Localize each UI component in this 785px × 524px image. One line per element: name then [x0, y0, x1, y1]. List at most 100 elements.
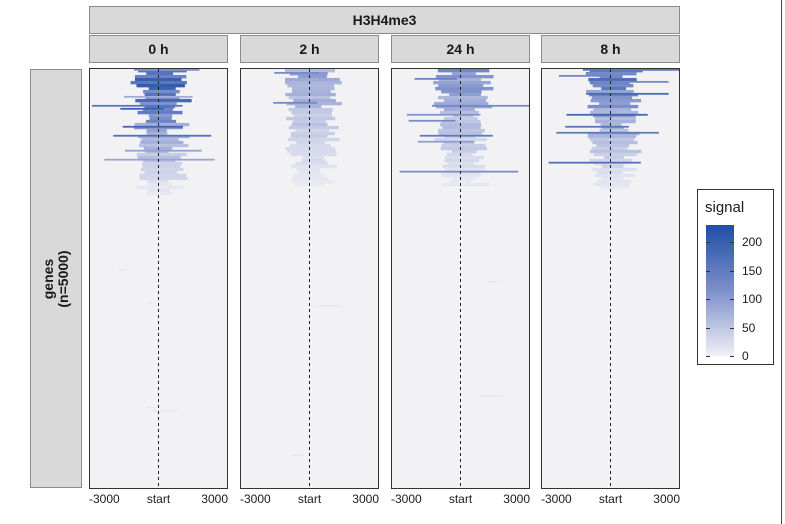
heatmap-cell [293, 98, 336, 103]
legend-tick-label: 150 [742, 263, 763, 278]
heatmap-cell [451, 149, 477, 154]
heatmap-cell [595, 119, 636, 124]
heatmap-cell [135, 77, 182, 82]
heatmap-streak [414, 77, 458, 80]
heatmap-cell [594, 173, 635, 178]
x-tick-label: 3000 [352, 492, 379, 506]
heatmap-svg [91, 69, 215, 488]
heatmap-streak [274, 71, 320, 74]
x-tick-label: -3000 [391, 492, 422, 506]
heatmap-cell [137, 110, 183, 115]
heatmap-svg [548, 69, 679, 488]
heatmap-streak [122, 125, 183, 128]
heatmap-cell [293, 113, 333, 118]
row-strip: genes (n=5000) [30, 69, 82, 488]
heatmap-streak [594, 80, 669, 83]
heatmap-streak [408, 119, 456, 122]
x-tick-label: start [146, 492, 171, 506]
heatmap-streak [417, 140, 475, 143]
heatmap-cell [146, 128, 167, 133]
heatmap-cell [298, 74, 327, 79]
heatmap-streak [113, 134, 212, 137]
heatmap-streak [124, 95, 193, 98]
facet-title: H3H4me3 [352, 12, 417, 28]
heatmap-cell [142, 164, 181, 169]
heatmap-cell [451, 71, 476, 76]
heatmap-cell [148, 86, 176, 91]
heatmap-cell [441, 119, 481, 124]
x-tick-label: 3000 [653, 492, 680, 506]
x-tick-label: start [448, 492, 473, 506]
heatmap-cell [286, 116, 336, 121]
heatmap-cell [441, 89, 482, 94]
heatmap-cell [288, 95, 331, 100]
heatmap-cell [599, 128, 629, 133]
heatmap-cell [587, 104, 639, 109]
heatmap-cell [441, 143, 486, 148]
legend: signal 200 150 100 50 0 [697, 189, 774, 365]
heatmap-cell [440, 110, 479, 115]
heatmap-cell [587, 134, 636, 139]
panel-strip-1: 2 h [240, 35, 379, 63]
heatmap-cell [292, 89, 331, 94]
heatmap-cell [450, 179, 471, 184]
legend-tick-mark [706, 327, 710, 329]
heatmap-cell [145, 119, 177, 124]
heatmap-cell [295, 128, 329, 133]
heatmap-cell [602, 164, 624, 169]
heatmap-cell [287, 83, 335, 88]
heatmap-streak [120, 107, 164, 110]
legend-color-bar [706, 225, 734, 356]
heatmap-cell [593, 182, 630, 187]
heatmap-cell [137, 155, 181, 160]
heatmap-cell [444, 167, 486, 172]
window-edge [781, 0, 782, 524]
row-label-line-2: (n=5000) [55, 249, 71, 308]
heatmap-cell [446, 152, 473, 157]
heatmap-cell [601, 86, 627, 91]
panel-strip-3: 8 h [541, 35, 680, 63]
heatmap-cell [292, 119, 326, 124]
heatmap-cell [288, 107, 333, 112]
heatmap-cell [591, 146, 628, 151]
legend-tick-mark [730, 356, 734, 357]
heatmap-cell [442, 164, 485, 169]
heatmap-cell [296, 140, 325, 145]
heatmap-cell [139, 101, 177, 106]
legend-tick-mark [706, 270, 710, 272]
heatmap-cell [591, 95, 633, 100]
row-strip-label: genes (n=5000) [40, 249, 71, 308]
heatmap-cell [452, 176, 476, 181]
heatmap-cell [597, 179, 631, 184]
heatmap-cell [590, 137, 635, 142]
heatmap-cell [442, 125, 481, 130]
heatmap-cell [285, 146, 336, 151]
heatmap-cell [148, 182, 172, 187]
heatmap-panel-3 [541, 68, 680, 489]
heatmap-cell [144, 170, 178, 175]
heatmap-cell [435, 86, 494, 91]
heatmap-cell [292, 86, 335, 91]
heatmap-noise [487, 281, 498, 283]
panel-label: 2 h [299, 41, 320, 57]
heatmap-streak [399, 170, 519, 173]
heatmap-cell [592, 83, 634, 88]
heatmap-cell [290, 131, 335, 136]
heatmap-svg [399, 69, 529, 488]
heatmap-streak [419, 134, 493, 137]
legend-tick-mark [730, 327, 734, 329]
heatmap-cell [433, 101, 489, 106]
heatmap-streak [556, 131, 659, 134]
heatmap-cell [590, 110, 639, 115]
heatmap-streak [566, 113, 648, 116]
legend-tick-mark [706, 242, 710, 244]
heatmap-cell [604, 155, 625, 160]
heatmap-cell [291, 164, 338, 169]
heatmap-cell [593, 107, 632, 112]
heatmap-cell [438, 131, 483, 136]
heatmap-streak [582, 69, 679, 71]
heatmap-cell [284, 80, 342, 85]
heatmap-cell [296, 167, 320, 172]
heatmap-cell [138, 143, 189, 148]
heatmap-cell [437, 128, 485, 133]
